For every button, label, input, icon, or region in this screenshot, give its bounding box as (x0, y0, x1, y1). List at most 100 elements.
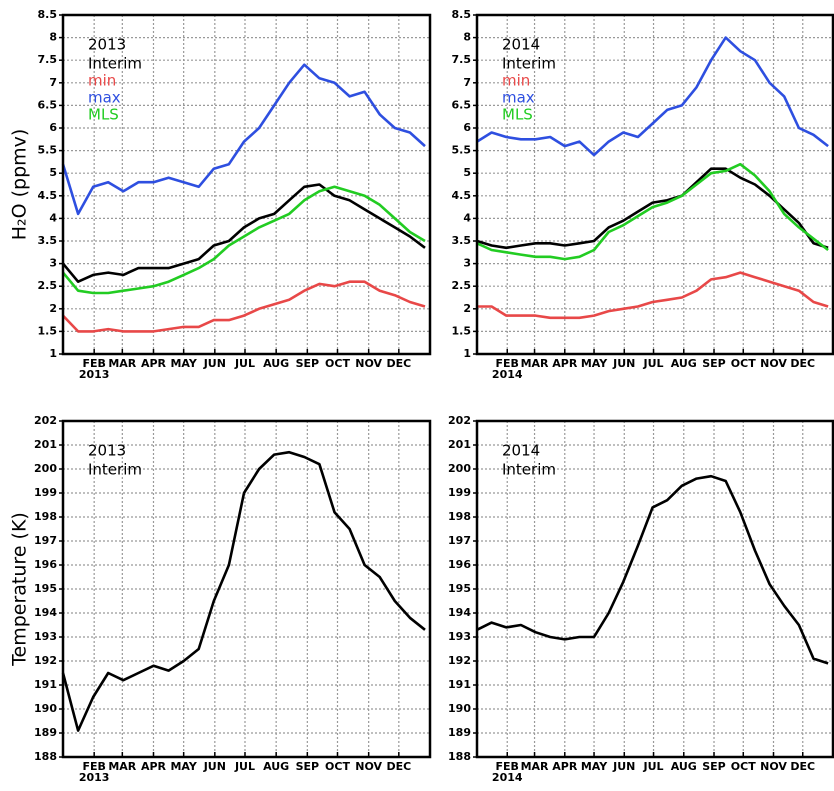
y-tick-label: 201 (34, 438, 57, 451)
y-tick-label: 7.5 (38, 53, 58, 66)
x-tick-label: AUG (671, 357, 697, 370)
y-tick-label: 8 (463, 31, 471, 44)
x-tick-label: JUN (612, 357, 635, 370)
y-tick-label: 191 (448, 678, 471, 691)
x-tick-label: MAR (108, 760, 136, 773)
y-tick-label: 198 (34, 510, 57, 523)
legend-entry: max (88, 89, 121, 107)
x-tick-label: FEB (82, 760, 105, 773)
x-tick-label: AUG (671, 760, 697, 773)
y-tick-label: 6 (49, 121, 57, 134)
x-tick-label: APR (141, 760, 167, 773)
y-tick-label: 8 (49, 31, 57, 44)
y-tick-label: 3 (49, 257, 57, 270)
x-tick-label: AUG (263, 760, 289, 773)
y-axis-label: Temperature (K) (9, 512, 31, 667)
x-tick-label: APR (141, 357, 167, 370)
plot-frame (475, 419, 834, 759)
y-tick-label: 5.5 (452, 144, 472, 157)
y-tick-label: 3.5 (38, 234, 58, 247)
y-tick-label: 2.5 (452, 279, 472, 292)
y-tick-label: 191 (34, 678, 57, 691)
x-tick-label: SEP (296, 760, 320, 773)
plot-frame (475, 13, 834, 356)
y-tick-label: 189 (448, 726, 471, 739)
line-series (476, 162, 829, 261)
y-tick-label: 5.5 (38, 144, 58, 157)
x-tick-label: MAR (521, 760, 549, 773)
line-series (62, 183, 426, 283)
x-tick-label: JUL (234, 760, 255, 773)
y-tick-label: 1 (49, 347, 57, 360)
annotation: 2014 (502, 442, 540, 460)
y-tick-label: 188 (448, 750, 471, 763)
line-series (62, 280, 426, 333)
y-tick-label: 199 (448, 486, 471, 499)
x-tick-label: OCT (325, 760, 350, 773)
line-series (477, 271, 829, 320)
legend-entry: Interim (502, 55, 556, 73)
y-tick-label: 198 (448, 510, 471, 523)
y-tick-label: 2 (463, 302, 471, 315)
x-tick-label: AUG (263, 357, 289, 370)
x-tick-label: FEB (496, 357, 519, 370)
y-tick-label: 6 (463, 121, 471, 134)
y-tick-label: 188 (34, 750, 57, 763)
x-tick-label: JUN (612, 760, 635, 773)
x-tick-label: OCT (731, 357, 756, 370)
x-tick-label: SEP (296, 357, 320, 370)
x-tick-label: MAY (170, 357, 197, 370)
y-tick-label: 197 (34, 534, 57, 547)
legend-entry: MLS (88, 106, 119, 124)
x-tick-label: DEC (790, 357, 815, 370)
y-tick-label: 193 (448, 630, 471, 643)
y-tick-label: 2 (49, 302, 57, 315)
y-tick-label: 3.5 (452, 234, 472, 247)
x-tick-label: JUN (203, 357, 226, 370)
x-tick-label: MAY (581, 760, 608, 773)
x-tick-label: FEB (496, 760, 519, 773)
x-tick-label: APR (552, 760, 578, 773)
x-tick-label: JUL (234, 357, 255, 370)
x-year-label: 2014 (492, 368, 523, 381)
x-tick-label: NOV (355, 760, 382, 773)
y-tick-label: 5 (463, 166, 471, 179)
x-tick-label: MAR (108, 357, 136, 370)
x-tick-label: SEP (702, 357, 726, 370)
line-series (61, 450, 426, 732)
y-tick-label: 190 (34, 702, 57, 715)
panel: 11.522.533.544.555.566.577.588.5FEB2014M… (452, 8, 834, 381)
x-tick-label: DEC (790, 760, 815, 773)
legend-entry: min (502, 72, 530, 90)
y-tick-label: 4 (49, 211, 57, 224)
x-tick-label: JUL (643, 357, 664, 370)
x-tick-label: SEP (702, 760, 726, 773)
x-year-label: 2014 (492, 771, 523, 784)
y-tick-label: 195 (34, 582, 57, 595)
panel: 188 189 190 191 192 193 194 195 196 197 198 199 200 2… (448, 414, 834, 784)
x-tick-label: APR (552, 357, 578, 370)
legend-entry: max (502, 89, 535, 107)
legend-entry: min (88, 72, 116, 90)
x-tick-label: NOV (760, 357, 787, 370)
x-tick-label: FEB (82, 357, 105, 370)
y-tick-label: 1.5 (452, 324, 472, 337)
y-tick-label: 190 (448, 702, 471, 715)
y-tick-label: 4 (463, 211, 471, 224)
line-series (62, 185, 426, 295)
y-tick-label: 1.5 (38, 324, 58, 337)
y-tick-label: 3 (463, 257, 471, 270)
line-series (476, 36, 829, 157)
y-tick-label: 200 (34, 462, 57, 475)
y-tick-label: 4.5 (38, 189, 58, 202)
legend-entry: Interim (88, 461, 142, 479)
annotation: 2014 (502, 36, 540, 54)
x-tick-label: MAY (581, 357, 608, 370)
x-tick-label: JUL (643, 760, 664, 773)
x-year-label: 2013 (79, 368, 110, 381)
line-series (61, 63, 426, 216)
x-year-label: 2013 (79, 771, 110, 784)
x-tick-label: MAY (170, 760, 197, 773)
y-tick-label: 196 (448, 558, 471, 571)
y-tick-label: 196 (34, 558, 57, 571)
